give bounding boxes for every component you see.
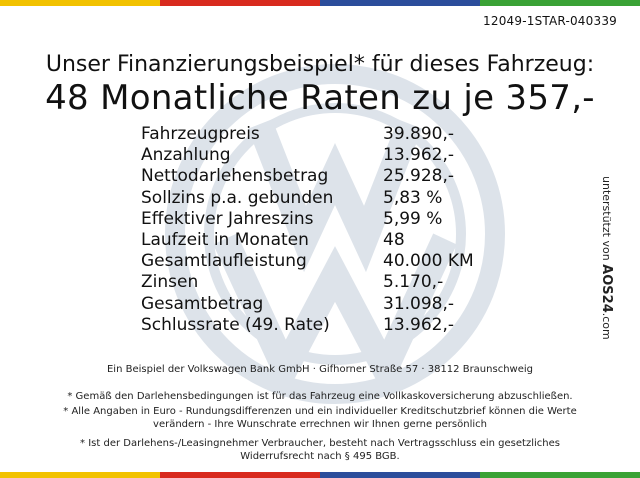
bank-line: Ein Beispiel der Volkswagen Bank GmbH · … xyxy=(106,364,533,375)
note-amounts-line-1: * Alle Angaben in Euro - Rundungsdiffere… xyxy=(63,406,577,417)
note-withdrawal-line-2: Widerrufsrecht nach § 495 BGB. xyxy=(240,451,400,462)
stripe-yellow xyxy=(0,472,160,478)
finance-value: 40.000 KM xyxy=(383,251,474,272)
finance-value: 5.170,- xyxy=(383,272,444,293)
note-amounts: * Alle Angaben in Euro - Rundungsdiffere… xyxy=(0,405,640,431)
reference-code: 12049-1STAR-040339 xyxy=(483,14,617,28)
supported-by-text: unterstützt von xyxy=(600,176,613,261)
finance-label: Effektiver Jahreszins xyxy=(141,208,314,229)
note-insurance: * Gemäß den Darlehensbedingungen ist für… xyxy=(67,391,573,402)
stripe-blue xyxy=(320,472,480,478)
aos24-logo: AOS24 xyxy=(599,264,614,313)
finance-label: Anzahlung xyxy=(141,145,231,166)
finance-value: 5,99 % xyxy=(383,208,443,229)
note-withdrawal: * Ist der Darlehens-/Leasingnehmer Verbr… xyxy=(0,437,640,463)
top-color-stripe xyxy=(0,0,640,6)
finance-label: Fahrzeugpreis xyxy=(141,124,260,144)
sponsor-credit: unterstützt von AOS24.com xyxy=(599,176,614,340)
finance-label: Schlussrate (49. Rate) xyxy=(141,314,330,335)
finance-label: Nettodarlehensbetrag xyxy=(141,166,329,187)
aos24-domain: .com xyxy=(600,312,613,340)
finance-value: 25.928,- xyxy=(383,166,455,187)
stripe-blue xyxy=(320,0,480,6)
stripe-green xyxy=(480,0,640,6)
finance-label: Sollzins p.a. gebunden xyxy=(141,187,334,208)
finance-label: Laufzeit in Monaten xyxy=(141,229,309,250)
finance-value: 13.962,- xyxy=(383,314,455,335)
bottom-color-stripe xyxy=(0,472,640,478)
finance-value: 13.962,- xyxy=(383,145,455,166)
stripe-yellow xyxy=(0,0,160,6)
finance-value: 39.890,- xyxy=(383,124,455,144)
finance-label: Gesamtlaufleistung xyxy=(141,251,307,272)
finance-label: Gesamtbetrag xyxy=(141,293,264,314)
finance-value: 48 xyxy=(383,229,405,250)
note-withdrawal-line-1: * Ist der Darlehens-/Leasingnehmer Verbr… xyxy=(80,438,560,449)
note-amounts-line-2: verändern - Ihre Wunschrate errechnen wi… xyxy=(153,419,487,430)
headline-monthly-rate: 48 Monatliche Raten zu je 357,- xyxy=(45,78,595,118)
stripe-red xyxy=(160,0,320,6)
stripe-red xyxy=(160,472,320,478)
finance-value: 31.098,- xyxy=(383,293,455,314)
vw-logo-watermark-icon xyxy=(165,64,505,404)
finance-value: 5,83 % xyxy=(383,187,443,208)
stripe-green xyxy=(480,472,640,478)
finance-label: Zinsen xyxy=(141,272,199,293)
headline-financing-example: Unser Finanzierungsbeispiel* für dieses … xyxy=(45,52,595,77)
